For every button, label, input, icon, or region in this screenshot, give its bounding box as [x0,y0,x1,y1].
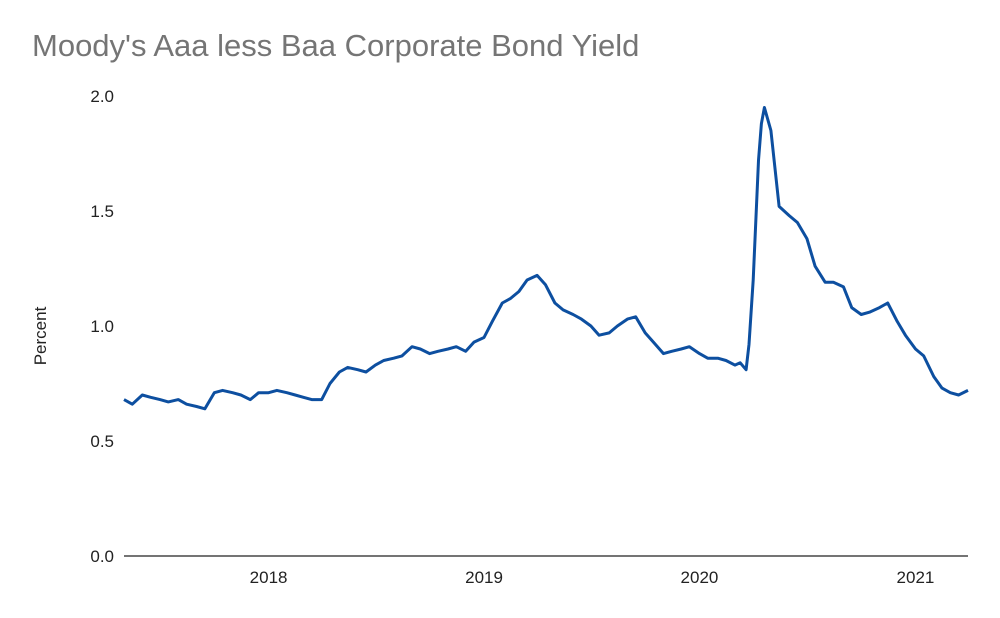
series-line [123,106,969,411]
x-axis-ticks: 2018 2019 2020 2021 [250,568,935,587]
x-tick-label: 2019 [465,568,503,587]
chart-title: Moody's Aaa less Baa Corporate Bond Yiel… [32,28,640,63]
y-tick-label: 1.5 [90,202,114,221]
y-tick-label: 0.5 [90,432,114,451]
y-axis-ticks: 0.0 0.5 1.0 1.5 2.0 [90,87,114,566]
y-axis-title: Percent [31,306,50,365]
y-tick-label: 0.0 [90,547,114,566]
y-tick-label: 2.0 [90,87,114,106]
x-tick-label: 2020 [681,568,719,587]
y-tick-label: 1.0 [90,317,114,336]
x-tick-label: 2021 [897,568,935,587]
x-tick-label: 2018 [250,568,288,587]
